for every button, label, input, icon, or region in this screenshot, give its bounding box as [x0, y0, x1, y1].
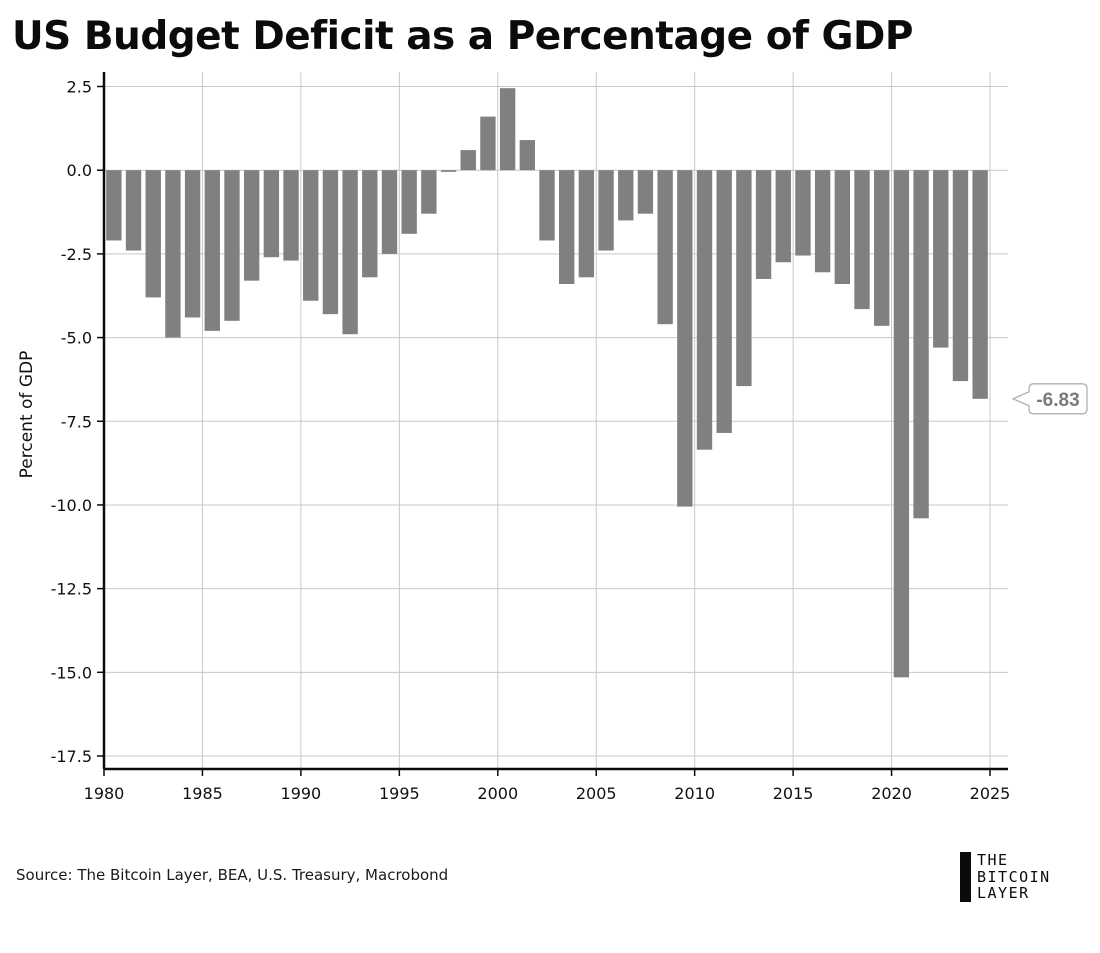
bar-1991 [303, 170, 319, 301]
bar-2019 [854, 170, 870, 310]
bar-2024 [952, 170, 969, 382]
logo-wordmark: THE BITCOIN LAYER [977, 852, 1051, 902]
bar-2016 [795, 170, 811, 256]
bar-1995 [381, 170, 398, 254]
x-tick-label: 2010 [674, 784, 715, 803]
bar-2022 [913, 170, 929, 519]
logo-line-bitcoin: BITCOIN [977, 867, 1051, 886]
bar-1982 [125, 170, 142, 251]
last-value-callout-label: -6.83 [1036, 390, 1079, 411]
y-tick-label: -10.0 [51, 496, 92, 515]
bar-2009 [657, 170, 673, 325]
x-tick-label: 2005 [576, 784, 617, 803]
bar-1990 [283, 170, 299, 261]
bar-2018 [834, 170, 851, 285]
callout-layer: -6.83 [1011, 383, 1088, 415]
bar-1986 [204, 170, 220, 331]
x-tick-label: 2020 [871, 784, 912, 803]
bar-2003 [539, 170, 555, 241]
bar-2014 [755, 170, 772, 279]
logo-bar [960, 852, 971, 902]
y-tick-label: 0.0 [67, 161, 92, 180]
bar-2023 [933, 170, 949, 348]
logo-line-layer: LAYER [977, 884, 1030, 902]
x-tick-label: 1995 [379, 784, 420, 803]
source-note: Source: The Bitcoin Layer, BEA, U.S. Tre… [16, 866, 449, 884]
bar-1996 [401, 170, 417, 234]
bar-2015 [775, 170, 791, 263]
bar-2001 [499, 88, 516, 171]
y-tick-label: -12.5 [51, 580, 92, 599]
bar-2025 [972, 170, 988, 399]
x-tick-label: 1990 [281, 784, 322, 803]
y-tick-label: -15.0 [51, 663, 92, 682]
bar-2011 [696, 170, 713, 450]
bar-1983 [145, 170, 161, 298]
bar-2007 [618, 170, 634, 221]
bar-1981 [106, 170, 122, 241]
x-tick-label: 1985 [182, 784, 223, 803]
bar-2020 [874, 170, 890, 326]
bar-2005 [578, 170, 595, 278]
chart-title: US Budget Deficit as a Percentage of GDP [12, 14, 914, 59]
bar-1984 [165, 170, 181, 338]
bar-2000 [480, 116, 496, 171]
axis-layer [97, 72, 1008, 776]
last-value-callout-box [1011, 383, 1088, 415]
bitcoin-layer-logo: THE BITCOIN LAYER [960, 852, 1090, 904]
bar-1985 [184, 170, 201, 318]
bar-2008 [637, 170, 654, 214]
bar-2021 [893, 170, 910, 678]
bar-2017 [814, 170, 831, 273]
y-tick-label: -5.0 [61, 329, 92, 348]
y-tick-label: 2.5 [67, 78, 92, 97]
x-tick-label: 2000 [477, 784, 518, 803]
x-tick-label: 2025 [970, 784, 1011, 803]
bar-2004 [559, 170, 575, 285]
y-axis-label: Percent of GDP [17, 351, 37, 479]
x-tick-label: 1980 [84, 784, 125, 803]
bar-layer [106, 88, 988, 678]
bar-1987 [224, 170, 240, 321]
y-tick-label: -2.5 [61, 245, 92, 264]
bar-2002 [519, 140, 535, 171]
bar-1997 [421, 170, 437, 214]
bar-1994 [362, 170, 378, 278]
y-tick-label: -17.5 [51, 747, 92, 766]
x-tick-label: 2015 [773, 784, 814, 803]
bar-2006 [598, 170, 614, 251]
bar-1998 [440, 170, 457, 172]
bar-2010 [677, 170, 693, 507]
logo-line-the: THE [977, 851, 1009, 869]
bar-1992 [322, 170, 339, 315]
y-tick-label: -7.5 [61, 412, 92, 431]
bar-1999 [460, 150, 476, 171]
bar-1988 [243, 170, 260, 281]
bar-2012 [716, 170, 732, 433]
bar-1993 [342, 170, 358, 335]
label-layer: 2.5 0.0 -2.5 -5.0 -7.5 -10.0 -12.5 -15.0 -17.5 19… [17, 78, 1010, 804]
bar-2013 [736, 170, 752, 387]
bar-1989 [263, 170, 280, 258]
